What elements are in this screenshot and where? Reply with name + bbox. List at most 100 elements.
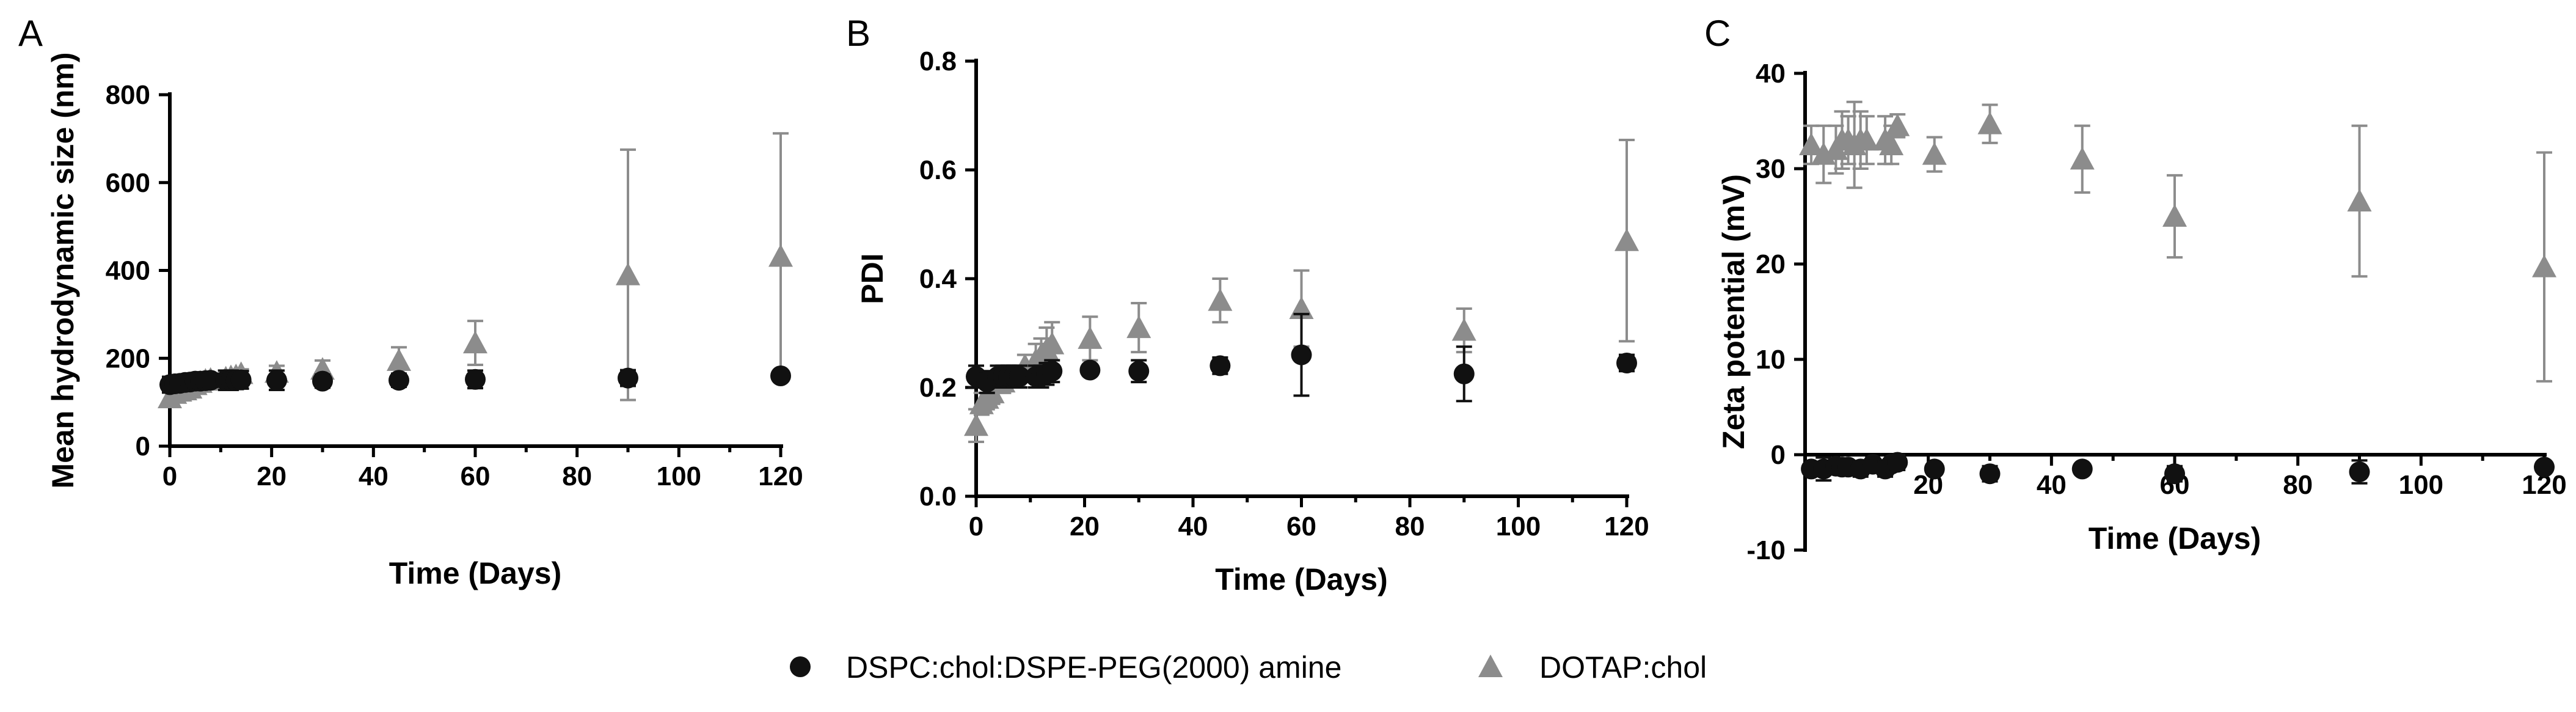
data-point-circle — [1979, 463, 2001, 485]
legend-item: DSPC:chol:DSPE-PEG(2000) amine — [790, 650, 1341, 684]
x-tick-label: 0 — [969, 512, 983, 541]
data-point-circle — [2071, 458, 2093, 480]
data-point-circle — [2164, 463, 2185, 485]
y-tick-label: 20 — [1756, 249, 1786, 279]
data-point-circle — [230, 369, 252, 391]
legend-item: DOTAP:chol — [1478, 650, 1707, 684]
data-point-circle — [1079, 359, 1101, 381]
legend: DSPC:chol:DSPE-PEG(2000) amine DOTAP:chol — [790, 650, 1707, 684]
x-tick-label: 60 — [461, 461, 491, 491]
y-tick-label: 200 — [106, 343, 150, 373]
data-point-triangle — [1451, 318, 1476, 341]
data-point-triangle — [1126, 315, 1151, 339]
y-tick-label: 10 — [1756, 345, 1786, 375]
x-tick-label: 120 — [758, 461, 803, 491]
legend-label: DOTAP:chol — [1539, 650, 1707, 684]
series-dspc — [966, 312, 1637, 403]
y-axis-title: PDI — [855, 253, 889, 304]
x-axis-title: Time (Days) — [1215, 562, 1388, 596]
data-point-triangle — [2532, 254, 2556, 277]
y-axis-title: Mean hydrodynamic size (nm) — [46, 52, 80, 488]
panel-a: A 0 200 400 600 800 0 20 40 60 80 100 120 Time (Days)… — [18, 13, 803, 590]
data-point-circle — [1924, 458, 1945, 480]
data-point-circle — [1887, 452, 1908, 473]
y-tick-label: 0 — [1771, 440, 1786, 470]
y-tick-label: 0.0 — [919, 482, 957, 512]
x-tick-label: 0 — [162, 461, 177, 491]
panel-letter: B — [846, 13, 870, 54]
data-point-triangle — [1078, 326, 1103, 349]
y-tick-label: 0.2 — [919, 373, 957, 403]
data-point-triangle — [463, 331, 487, 354]
y-tick-label: 0.8 — [919, 46, 957, 76]
panel-letter: A — [18, 13, 43, 54]
data-point-triangle — [2347, 189, 2372, 212]
data-point-circle — [1042, 361, 1063, 382]
series-dotap — [158, 132, 793, 408]
data-point-circle — [312, 370, 333, 392]
y-tick-label: -10 — [1746, 535, 1786, 565]
data-point-triangle — [964, 413, 988, 436]
legend-marker-triangle — [1478, 655, 1503, 677]
x-tick-label: 40 — [359, 461, 389, 491]
series-dotap — [1799, 100, 2556, 383]
y-tick-label: 400 — [106, 256, 150, 286]
data-point-circle — [618, 367, 638, 389]
y-tick-label: 30 — [1756, 154, 1786, 184]
x-tick-label: 60 — [1286, 512, 1316, 541]
data-point-circle — [2534, 457, 2555, 478]
x-axis-title: Time (Days) — [389, 556, 562, 590]
data-point-circle — [1128, 361, 1150, 382]
x-tick-label: 100 — [657, 461, 701, 491]
y-axis-title: Zeta potential (mV) — [1717, 174, 1751, 449]
data-point-triangle — [387, 348, 411, 371]
data-point-circle — [770, 365, 791, 386]
data-point-circle — [465, 369, 486, 390]
x-tick-label: 20 — [1070, 512, 1100, 541]
data-point-triangle — [1922, 142, 1947, 165]
data-point-triangle — [616, 262, 640, 285]
x-tick-label: 40 — [1178, 512, 1208, 541]
data-point-circle — [389, 370, 409, 391]
x-tick-label: 80 — [2283, 470, 2313, 500]
data-point-triangle — [1799, 133, 1824, 155]
y-tick-label: 40 — [1756, 59, 1786, 89]
x-tick-label: 80 — [1395, 512, 1425, 541]
x-tick-label: 120 — [1604, 512, 1649, 541]
y-tick-label: 0.6 — [919, 155, 957, 185]
legend-label: DSPC:chol:DSPE-PEG(2000) amine — [846, 650, 1341, 684]
series-dspc — [1801, 452, 2555, 485]
x-axis-title: Time (Days) — [2089, 521, 2261, 556]
data-point-triangle — [1208, 288, 1233, 311]
data-point-circle — [200, 370, 221, 391]
data-point-circle — [1291, 344, 1312, 365]
y-tick-label: 0.4 — [919, 264, 957, 294]
data-point-triangle — [1854, 128, 1879, 151]
data-point-circle — [1453, 363, 1475, 384]
data-point-triangle — [1040, 331, 1065, 354]
data-point-triangle — [768, 244, 793, 267]
x-tick-label: 20 — [257, 461, 286, 491]
y-tick-label: 800 — [106, 80, 150, 110]
data-point-circle — [1210, 355, 1231, 376]
data-point-triangle — [2162, 204, 2187, 227]
x-tick-label: 100 — [1496, 512, 1541, 541]
data-point-triangle — [1879, 133, 1904, 155]
data-point-triangle — [1977, 111, 2002, 134]
legend-marker-circle — [790, 656, 811, 677]
y-tick-label: 0 — [136, 431, 150, 461]
y-tick-label: 600 — [106, 168, 150, 198]
series-dspc — [159, 365, 791, 395]
panel-letter: C — [1704, 13, 1731, 54]
data-point-triangle — [2070, 147, 2095, 170]
data-point-circle — [2349, 461, 2370, 483]
data-point-circle — [266, 370, 287, 391]
data-point-triangle — [1615, 228, 1639, 251]
data-point-triangle — [1885, 113, 1910, 136]
x-tick-label: 40 — [2037, 470, 2067, 500]
panel-b: B 0.0 0.2 0.4 0.6 0.8 0 20 40 60 80 100 120 Time (Day… — [846, 13, 1649, 596]
data-point-circle — [1009, 366, 1030, 387]
x-tick-label: 80 — [562, 461, 592, 491]
